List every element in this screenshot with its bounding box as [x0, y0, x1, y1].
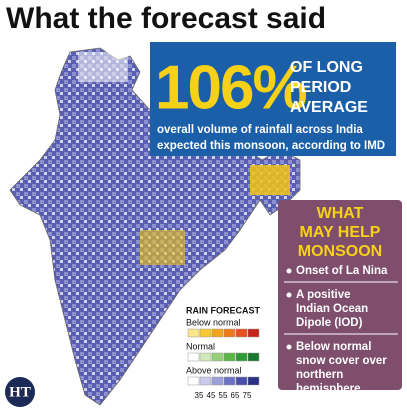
legend-category: Above normal	[186, 365, 242, 375]
sidebar-title: WHAT	[317, 205, 364, 222]
legend-swatch	[199, 328, 212, 338]
legend-swatch	[223, 376, 236, 386]
legend-swatch	[211, 352, 224, 362]
legend-swatch	[187, 376, 200, 386]
sidebar-item: Dipole (IOD)	[296, 317, 363, 329]
title: What the forecast said	[6, 2, 326, 35]
legend-swatch	[235, 376, 248, 386]
legend-swatch	[223, 352, 236, 362]
highlight-label: AVERAGE	[290, 99, 368, 116]
highlight-description: expected this monsoon, according to IMD	[157, 140, 385, 152]
sidebar-item: Indian Ocean	[296, 303, 368, 315]
legend-swatch	[199, 376, 212, 386]
legend-swatch	[247, 352, 260, 362]
legend-scale-label: 35	[195, 391, 204, 400]
legend-scale-label: 55	[219, 391, 228, 400]
legend-scale-label: 45	[207, 391, 216, 400]
bullet	[286, 344, 292, 350]
sidebar-box	[278, 200, 402, 390]
legend-swatch	[187, 352, 200, 362]
highlight-description: overall volume of rainfall across India	[157, 124, 363, 136]
logo-badge	[5, 377, 35, 407]
legend-category: Normal	[186, 341, 215, 351]
highlight-box	[150, 42, 396, 156]
bullet	[286, 268, 292, 274]
sidebar-item: hemisphere	[296, 383, 361, 395]
north-normal	[78, 52, 128, 82]
legend-swatch	[199, 352, 212, 362]
legend-scale-label: 75	[243, 391, 252, 400]
highlight-label: PERIOD	[290, 79, 351, 96]
legend-scale-label: 65	[231, 391, 240, 400]
sidebar-title: MONSOON	[298, 243, 382, 260]
legend-title: RAIN FORECAST	[186, 305, 261, 315]
legend-swatch	[235, 328, 248, 338]
legend-swatch	[223, 328, 236, 338]
sidebar-item: Onset of La Nina	[296, 265, 388, 277]
sidebar-item: snow cover over	[296, 355, 387, 367]
sidebar-item: Below normal	[296, 341, 371, 353]
legend-swatch	[187, 328, 200, 338]
sidebar-item: A positive	[296, 289, 351, 301]
logo: HT	[9, 384, 31, 400]
legend-swatch	[211, 376, 224, 386]
sidebar-item: northern	[296, 369, 343, 381]
legend-swatch	[211, 328, 224, 338]
legend-swatch	[247, 328, 260, 338]
sidebar-title: MAY HELP	[300, 224, 381, 241]
highlight-value: 106%	[155, 53, 306, 122]
legend-swatch	[247, 376, 260, 386]
northeast-below-normal	[250, 165, 290, 195]
legend-category: Below normal	[186, 317, 241, 327]
legend-swatch	[235, 352, 248, 362]
highlight-label: OF LONG	[290, 59, 363, 76]
bullet	[286, 292, 292, 298]
central-below-normal	[140, 230, 185, 265]
